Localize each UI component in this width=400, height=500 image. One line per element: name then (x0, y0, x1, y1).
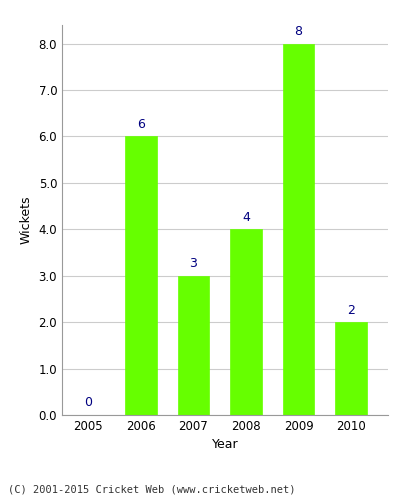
Text: 6: 6 (137, 118, 145, 131)
Text: 2: 2 (347, 304, 355, 316)
Bar (283, 44, 314, 415)
Bar (336, 322, 367, 415)
X-axis label: Year: Year (212, 438, 238, 452)
Bar (178, 276, 209, 415)
Text: 4: 4 (242, 210, 250, 224)
Y-axis label: Wickets: Wickets (20, 196, 33, 244)
Bar (230, 230, 262, 415)
Text: 0: 0 (84, 396, 92, 409)
Bar (125, 136, 157, 415)
Text: 8: 8 (295, 25, 303, 38)
Text: 3: 3 (190, 257, 197, 270)
Text: (C) 2001-2015 Cricket Web (www.cricketweb.net): (C) 2001-2015 Cricket Web (www.cricketwe… (8, 485, 296, 495)
